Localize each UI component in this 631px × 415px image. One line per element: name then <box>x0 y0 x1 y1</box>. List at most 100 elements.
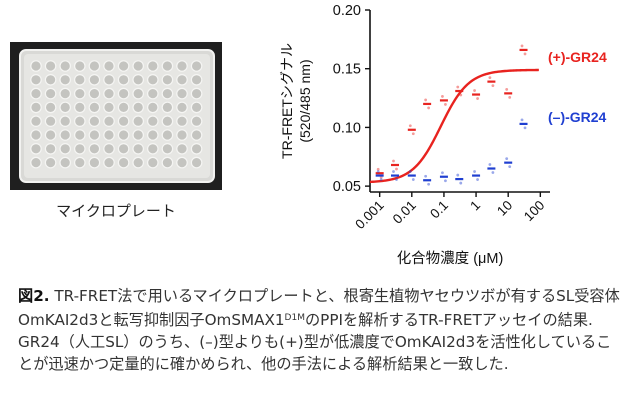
plate-well <box>88 115 101 127</box>
x-axis-label: 化合物濃度 (μM) <box>397 250 504 267</box>
plate-well <box>117 87 130 100</box>
plate-well <box>103 129 115 141</box>
plate-well <box>74 129 86 141</box>
plate-well <box>117 143 130 155</box>
replicate-point <box>441 95 444 98</box>
caption-superscript: D1M <box>284 313 305 323</box>
plate-well <box>74 73 86 86</box>
x-tick-label: 0.1 <box>427 198 451 222</box>
plate-well <box>103 115 115 127</box>
y-tick-label: 0.20 <box>333 3 361 19</box>
plate-well <box>30 129 42 141</box>
plate-well <box>88 87 101 100</box>
replicate-point <box>376 167 380 171</box>
replicate-point <box>505 87 509 91</box>
plate-well <box>103 156 115 169</box>
plate-well <box>176 156 188 169</box>
plate-well <box>88 73 101 86</box>
plate-well <box>161 101 174 114</box>
plate-well <box>117 60 130 72</box>
replicate-point <box>392 159 395 163</box>
plate-well <box>74 101 86 114</box>
replicate-point <box>376 170 380 173</box>
replicate-point <box>424 174 428 178</box>
plate-well <box>190 115 203 127</box>
plate-well <box>103 101 115 114</box>
plate-well <box>74 156 86 169</box>
caption-text-2: のPPIを解析するTR-FRETアッセイの結果. GR24（人工SL）のうち、(… <box>18 311 612 373</box>
plate-well <box>44 73 57 86</box>
plate-well <box>132 143 144 155</box>
replicate-point <box>508 95 512 99</box>
plate-well <box>147 101 159 114</box>
replicate-point <box>491 171 495 174</box>
replicate-point <box>491 84 495 88</box>
plate-well <box>147 87 159 100</box>
replicate-point <box>505 157 509 161</box>
replicate-point <box>444 179 447 183</box>
figure-label: 図2. <box>18 287 50 305</box>
replicate-point <box>427 106 431 110</box>
replicate-point <box>523 52 527 56</box>
microplate-photo <box>10 42 222 190</box>
replicate-point <box>476 97 479 100</box>
tr-fret-chart: 0.05 0.10 0.15 0.20 0.001 0.01 0.1 1 10 100 TR-FRE… <box>279 3 607 267</box>
plate-well <box>103 73 115 86</box>
replicate-point <box>459 181 463 185</box>
plate-well <box>132 115 144 127</box>
y-axis-label: TR-FRETシグナル <box>279 43 295 159</box>
y-tick-label: 0.05 <box>333 179 361 195</box>
replicate-point <box>520 44 524 48</box>
plate-well <box>74 143 86 155</box>
figure-caption: 図2. TR-FRET法で用いるマイクロプレートと、根寄生植物ヤセウツボが有する… <box>18 285 623 375</box>
photo-caption: マイクロプレート <box>56 202 176 220</box>
plate-well <box>132 73 144 86</box>
plate-well <box>30 73 42 86</box>
plate-well <box>190 129 203 141</box>
plate-well <box>103 143 115 155</box>
plate-well <box>59 101 71 114</box>
plate-well <box>147 156 159 169</box>
plate-well <box>103 60 115 72</box>
replicate-point <box>408 124 412 128</box>
replicate-point <box>424 98 428 102</box>
plate-well <box>176 101 188 114</box>
plate-well <box>59 143 71 155</box>
replicate-point <box>395 167 398 171</box>
plate-well <box>176 115 188 127</box>
replicate-point <box>395 178 398 181</box>
plate-well <box>44 115 57 127</box>
plate-well <box>161 115 174 127</box>
y-tick-label: 0.10 <box>333 120 361 136</box>
plate-well <box>132 60 144 72</box>
plate-well <box>44 156 57 169</box>
plate-well <box>74 115 86 127</box>
microplate <box>19 49 215 183</box>
plate-well <box>30 143 42 155</box>
plate-well <box>30 115 42 127</box>
x-tick-label: 0.001 <box>352 198 387 233</box>
plate-well <box>161 87 174 100</box>
replicate-point <box>411 178 415 181</box>
plate-well <box>117 101 130 114</box>
plate-well <box>59 73 71 86</box>
replicate-point <box>473 170 476 173</box>
plate-well <box>176 87 188 100</box>
plate-well <box>30 101 42 114</box>
y-tick-label: 0.15 <box>333 62 361 78</box>
plate-well <box>59 129 71 141</box>
plate-well <box>190 156 203 169</box>
replicate-point <box>476 178 479 181</box>
plate-well <box>176 129 188 141</box>
x-tick-label: 100 <box>521 198 548 225</box>
plate-well <box>117 156 130 169</box>
replicate-point <box>488 76 492 80</box>
x-tick-label: 1 <box>467 198 483 214</box>
replicate-point <box>444 103 447 106</box>
plate-well <box>44 143 57 155</box>
plate-well <box>176 73 188 86</box>
plate-well <box>117 129 130 141</box>
plate-well <box>117 73 130 86</box>
plate-well <box>103 87 115 100</box>
plate-well <box>147 115 159 127</box>
